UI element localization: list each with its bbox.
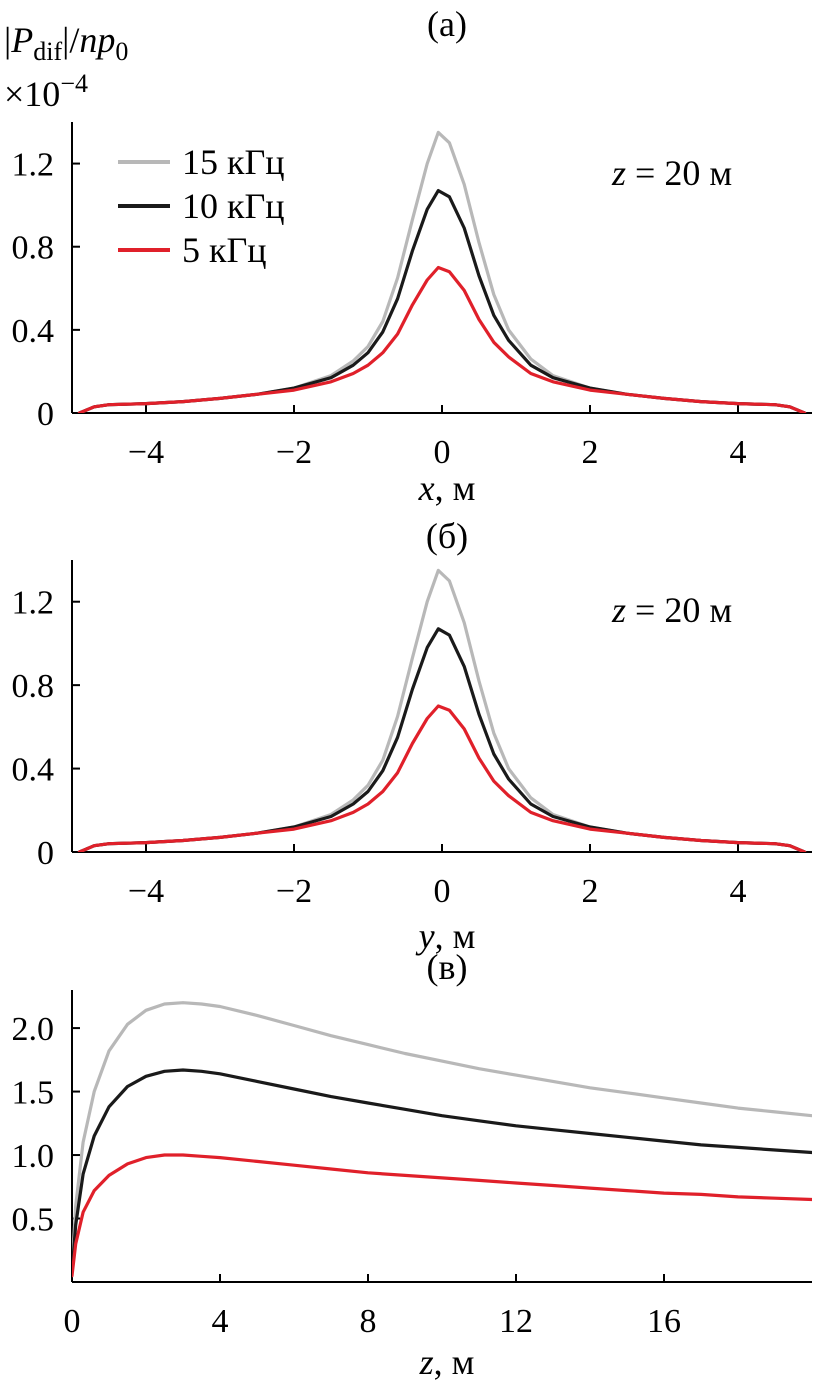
x-tick-label: 0 [434, 434, 451, 471]
annotation-text: = 20 м [626, 590, 732, 630]
y-label-part: | [4, 20, 11, 60]
annotation-text: = 20 м [626, 153, 732, 193]
series-line [72, 1153, 812, 1278]
y-label-part: P [10, 20, 33, 60]
annotation-var: z [611, 590, 626, 630]
series-line [77, 265, 807, 413]
y-scale-part: −4 [60, 69, 88, 98]
legend-entry: 15 кГц [182, 142, 285, 182]
series-line [72, 1068, 812, 1274]
x-tick-label: 0 [434, 873, 451, 910]
x-axis-label-var: x [418, 468, 435, 508]
y-label-part: np [79, 20, 115, 60]
y-tick-label: 1.2 [12, 147, 55, 184]
y-tick-label: 0.8 [12, 230, 55, 267]
x-axis-label-var: y [416, 916, 435, 956]
x-axis-label-unit: , м [434, 1342, 475, 1382]
y-axis-label: |Pdif|/np0 [4, 20, 128, 66]
y-tick-label: 0.8 [12, 668, 55, 705]
panel-title: (а) [427, 4, 467, 44]
y-tick-label: 0 [37, 396, 54, 433]
x-tick-label: 4 [212, 1303, 229, 1340]
chart-panel: (б) −4 −2 0 2 4 0 0.4 0.8 1.2 y, м z = 20 м [12, 516, 812, 956]
x-tick-label: 0 [64, 1303, 81, 1340]
y-tick-label: 0.4 [12, 313, 55, 350]
series-line [77, 704, 807, 852]
y-label-part: |/ [62, 20, 79, 60]
annotation: z = 20 м [611, 153, 732, 193]
series-line [72, 1001, 812, 1271]
x-tick-label: −4 [128, 434, 164, 471]
x-tick-label: −2 [276, 873, 312, 910]
x-axis-label-unit: , м [435, 916, 476, 956]
y-scale-part: ×10 [4, 74, 60, 114]
y-tick-label: 1.0 [12, 1138, 55, 1175]
x-tick-label: −4 [128, 873, 164, 910]
x-axis-label: x, м [418, 468, 476, 508]
y-tick-label: 1.5 [12, 1075, 55, 1112]
annotation-var: z [611, 153, 626, 193]
x-tick-label: 4 [730, 873, 747, 910]
x-axis-label-var: z [419, 1342, 434, 1382]
y-tick-label: 0 [37, 835, 54, 872]
chart-panel: (а) −4 −2 0 2 4 0 0.4 0.8 1.2 x, м z = 20 м 15 кГц10… [12, 4, 812, 508]
x-tick-label: 4 [730, 434, 747, 471]
legend-entry: 10 кГц [182, 186, 285, 226]
x-tick-label: 12 [499, 1303, 533, 1340]
y-label-part: dif [33, 37, 62, 66]
legend-entry: 5 кГц [182, 230, 267, 270]
x-tick-label: −2 [276, 434, 312, 471]
chart-panel: (в) 0 4 8 12 16 0.5 1.0 1.5 2.0 z, м [12, 947, 812, 1382]
y-label-part: 0 [115, 37, 128, 66]
annotation: z = 20 м [611, 590, 732, 630]
x-axis-label: z, м [419, 1342, 475, 1382]
x-tick-label: 8 [360, 1303, 377, 1340]
y-tick-label: 0.4 [12, 752, 55, 789]
panel-title: (б) [426, 516, 468, 556]
x-axis-label-unit: , м [435, 468, 476, 508]
x-tick-label: 2 [582, 434, 599, 471]
y-tick-label: 2.0 [12, 1011, 55, 1048]
y-tick-label: 1.2 [12, 585, 55, 622]
y-tick-label: 0.5 [12, 1202, 55, 1239]
x-tick-label: 16 [647, 1303, 681, 1340]
x-axis-label: y, м [416, 916, 476, 956]
series-line [77, 627, 807, 852]
x-tick-label: 2 [582, 873, 599, 910]
panel-title: (в) [427, 947, 468, 987]
y-axis-scale: ×10−4 [4, 69, 88, 114]
